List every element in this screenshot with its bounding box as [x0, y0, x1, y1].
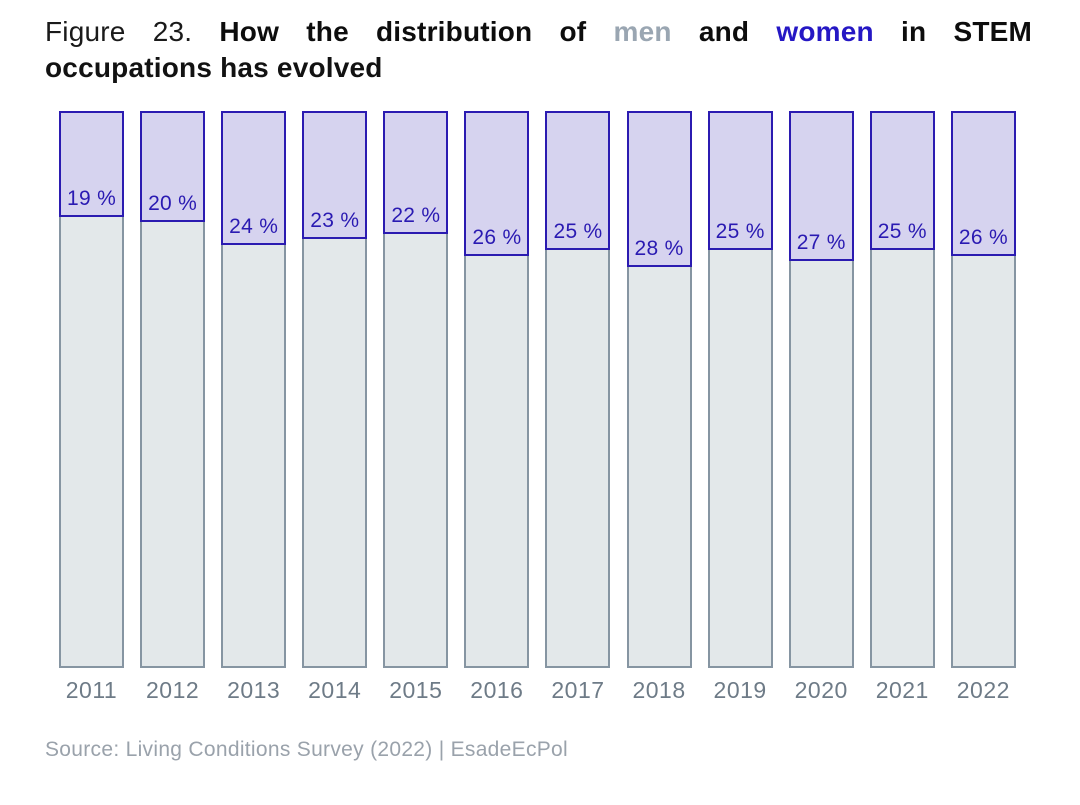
- women-percentage-label: 20 %: [148, 192, 198, 216]
- women-percentage-label: 23 %: [310, 209, 360, 233]
- x-axis-year-label: 2014: [308, 677, 362, 703]
- women-segment: 23 %: [302, 111, 368, 240]
- men-segment: [869, 250, 935, 668]
- x-axis-year-label: 2017: [551, 677, 605, 703]
- title-and-word: and: [698, 16, 750, 47]
- women-segment: 26 %: [464, 111, 530, 256]
- title-men-word: men: [613, 16, 672, 47]
- x-axis-year-label: 2016: [470, 677, 524, 703]
- women-percentage-label: 25 %: [715, 220, 765, 244]
- bar-column: 28 % 2018: [626, 111, 692, 704]
- women-segment: 28 %: [626, 111, 692, 267]
- figure-title: Figure 23. How the distribution of men a…: [0, 0, 1080, 86]
- x-axis-year-label: 2022: [956, 677, 1010, 703]
- bar-column: 25 % 2019: [707, 111, 773, 704]
- women-segment: 19 %: [59, 111, 124, 217]
- source-note: Source: Living Conditions Survey (2022) …: [45, 738, 568, 761]
- stacked-bar: 28 %: [626, 111, 692, 668]
- x-axis-year-label: 2013: [227, 677, 281, 703]
- women-segment: 27 %: [788, 111, 854, 262]
- men-segment: [950, 255, 1016, 668]
- bar-column: 24 % 2013: [221, 111, 287, 704]
- bar-column: 26 % 2022: [950, 111, 1016, 704]
- bar-column: 25 % 2017: [545, 111, 611, 704]
- title-women-word: women: [776, 16, 874, 47]
- x-axis-year-label: 2012: [145, 677, 200, 703]
- bars-area: 19 % 2011 20 % 2012 24 % 2013 23 %: [59, 111, 1016, 704]
- bar-column: 20 % 2012: [140, 111, 206, 704]
- stacked-bar: 23 %: [302, 111, 368, 668]
- x-axis-year-label: 2015: [389, 677, 443, 703]
- stacked-bar-chart: 19 % 2011 20 % 2012 24 % 2013 23 %: [59, 111, 1016, 704]
- stacked-bar: 20 %: [140, 111, 206, 668]
- figure-number: Figure 23.: [45, 16, 193, 47]
- bar-column: 23 % 2014: [302, 111, 368, 704]
- men-segment: [302, 239, 368, 668]
- x-axis-year-label: 2019: [713, 677, 767, 703]
- x-axis-year-label: 2021: [875, 677, 929, 703]
- men-segment: [707, 250, 773, 668]
- men-segment: [545, 250, 611, 668]
- women-segment: 26 %: [950, 111, 1016, 256]
- women-segment: 25 %: [707, 111, 773, 251]
- women-percentage-label: 19 %: [67, 186, 117, 210]
- figure-title-line2: occupations has evolved: [45, 52, 383, 83]
- stacked-bar: 24 %: [221, 111, 287, 668]
- women-segment: 22 %: [383, 111, 449, 234]
- women-percentage-label: 24 %: [229, 214, 279, 238]
- title-text-part2: in STEM: [901, 16, 1033, 47]
- men-segment: [626, 266, 692, 668]
- bar-column: 26 % 2016: [464, 111, 530, 704]
- women-percentage-label: 28 %: [634, 236, 684, 260]
- women-percentage-label: 22 %: [391, 203, 441, 227]
- women-percentage-label: 26 %: [472, 225, 522, 249]
- x-axis-year-label: 2011: [65, 677, 118, 703]
- women-segment: 25 %: [545, 111, 611, 251]
- bar-column: 27 % 2020: [788, 111, 854, 704]
- stacked-bar: 26 %: [464, 111, 530, 668]
- men-segment: [140, 222, 206, 668]
- men-segment: [221, 244, 287, 668]
- stacked-bar: 25 %: [869, 111, 935, 668]
- men-segment: [59, 216, 124, 668]
- figure-title-line1: Figure 23. How the distribution of men a…: [45, 14, 1032, 50]
- women-percentage-label: 27 %: [796, 231, 846, 255]
- women-percentage-label: 26 %: [958, 225, 1008, 249]
- men-segment: [464, 255, 530, 668]
- men-segment: [383, 233, 449, 668]
- women-percentage-label: 25 %: [553, 220, 603, 244]
- stacked-bar: 25 %: [545, 111, 611, 668]
- title-text-part1: How the distribution of: [219, 16, 587, 47]
- stacked-bar: 27 %: [788, 111, 854, 668]
- x-axis-year-label: 2020: [794, 677, 848, 703]
- bar-column: 25 % 2021: [869, 111, 935, 704]
- women-segment: 24 %: [221, 111, 287, 245]
- stacked-bar: 26 %: [950, 111, 1016, 668]
- stacked-bar: 19 %: [59, 111, 124, 668]
- bar-column: 19 % 2011: [59, 111, 124, 704]
- women-segment: 20 %: [140, 111, 206, 223]
- stacked-bar: 25 %: [707, 111, 773, 668]
- stacked-bar: 22 %: [383, 111, 449, 668]
- men-segment: [788, 261, 854, 668]
- bar-column: 22 % 2015: [383, 111, 449, 704]
- x-axis-year-label: 2018: [632, 677, 686, 703]
- women-percentage-label: 25 %: [877, 220, 927, 244]
- women-segment: 25 %: [869, 111, 935, 251]
